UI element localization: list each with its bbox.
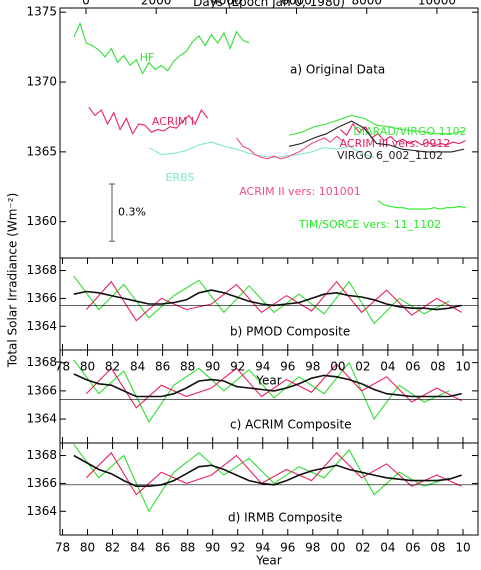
- series-line: [73, 373, 462, 398]
- y-tick-label: 1364: [26, 504, 57, 518]
- x-tick-label: 00: [330, 360, 345, 374]
- y-tick-label: 1370: [26, 75, 57, 89]
- x-tick-label: 94: [255, 360, 270, 374]
- panel-label: b) PMOD Composite: [230, 325, 350, 339]
- x-tick-label: 78: [55, 360, 70, 374]
- x2-tick-label: 6000: [281, 0, 312, 8]
- x-tick-label: 82: [105, 541, 120, 555]
- x-tick-label: 04: [380, 541, 395, 555]
- x-tick-label: 94: [255, 541, 270, 555]
- y-tick-label: 1366: [26, 476, 57, 490]
- series-label: ACRIM II vers: 101001: [239, 185, 361, 198]
- x-axis-title: Year: [255, 554, 281, 567]
- series-label: DIARAD/VIRGO 1102: [353, 125, 466, 138]
- series-line: [288, 114, 465, 136]
- series-line: [85, 280, 462, 322]
- series-line: [73, 454, 462, 487]
- x-tick-label: 90: [205, 541, 220, 555]
- x2-tick-label: 8000: [351, 0, 382, 8]
- y-tick-label: 1368: [26, 263, 57, 277]
- x-tick-label: 80: [80, 541, 95, 555]
- panel-label: d) IRMB Composite: [228, 511, 342, 525]
- series-line: [339, 122, 466, 147]
- panel-label: c) ACRIM Composite: [230, 418, 352, 432]
- scale-bar-label: 0.3%: [118, 206, 146, 219]
- x-tick-label: 92: [230, 541, 245, 555]
- x-axis-title: Year: [255, 374, 281, 388]
- x2-tick-label: 2000: [141, 0, 172, 8]
- x2-tick-label: 10000: [418, 0, 456, 8]
- x-tick-label: 82: [105, 360, 120, 374]
- series-label: ACRIM III vers: 0912: [340, 137, 451, 150]
- x-tick-label: 10: [455, 541, 470, 555]
- series-line: [148, 141, 375, 158]
- series-line: [288, 120, 465, 153]
- x2-tick-label: 0: [82, 0, 90, 8]
- x-tick-label: 90: [205, 360, 220, 374]
- y-tick-label: 1365: [26, 144, 57, 158]
- x2-axis-title: Days (Epoch Jan 0, 1980): [193, 0, 345, 9]
- series-label: ACRIM I: [152, 115, 194, 128]
- x-tick-label: 00: [330, 541, 345, 555]
- x-tick-label: 98: [305, 541, 320, 555]
- x-tick-label: 84: [130, 360, 145, 374]
- y-tick-label: 1368: [26, 355, 57, 369]
- y-tick-label: 1364: [26, 319, 57, 333]
- panel-frame: [59, 442, 479, 536]
- y-tick-label: 1364: [26, 412, 57, 426]
- x-tick-label: 86: [155, 360, 170, 374]
- series-label: TIM/SORCE vers: 11_1102: [298, 218, 441, 231]
- x2-tick-label: 4000: [211, 0, 242, 8]
- series-label: HF: [140, 51, 155, 64]
- x-tick-label: 08: [430, 360, 445, 374]
- x-tick-label: 92: [230, 360, 245, 374]
- x-tick-label: 86: [155, 541, 170, 555]
- x-tick-label: 98: [305, 360, 320, 374]
- x-tick-label: 04: [380, 360, 395, 374]
- y-tick-label: 1375: [26, 5, 57, 19]
- x-tick-label: 08: [430, 541, 445, 555]
- series-label: VIRGO 6_002_1102: [337, 149, 443, 162]
- panel-label: a) Original Data: [290, 63, 385, 77]
- series-line: [73, 21, 250, 75]
- x-tick-label: 96: [280, 541, 295, 555]
- x-tick-label: 88: [180, 541, 195, 555]
- series-label: ERBS: [166, 171, 195, 184]
- y-tick-label: 1366: [26, 291, 57, 305]
- series-line: [377, 200, 466, 210]
- series-line: [236, 135, 344, 160]
- x-tick-label: 06: [405, 541, 420, 555]
- x-tick-label: 88: [180, 360, 195, 374]
- y-tick-label: 1360: [26, 214, 57, 228]
- x-tick-label: 02: [355, 360, 370, 374]
- x-tick-label: 10: [455, 360, 470, 374]
- series-line: [88, 106, 209, 135]
- y-tick-label: 1368: [26, 448, 57, 462]
- y-axis-title: Total Solar Irradiance (Wm⁻²): [6, 193, 20, 369]
- series-line: [73, 289, 462, 311]
- series-line: [73, 444, 450, 513]
- x-tick-label: 96: [280, 360, 295, 374]
- x-tick-label: 02: [355, 541, 370, 555]
- series-line: [85, 451, 462, 496]
- x-tick-label: 06: [405, 360, 420, 374]
- x-tick-label: 84: [130, 541, 145, 555]
- x-tick-label: 80: [80, 360, 95, 374]
- x-tick-label: 78: [55, 541, 70, 555]
- y-tick-label: 1366: [26, 383, 57, 397]
